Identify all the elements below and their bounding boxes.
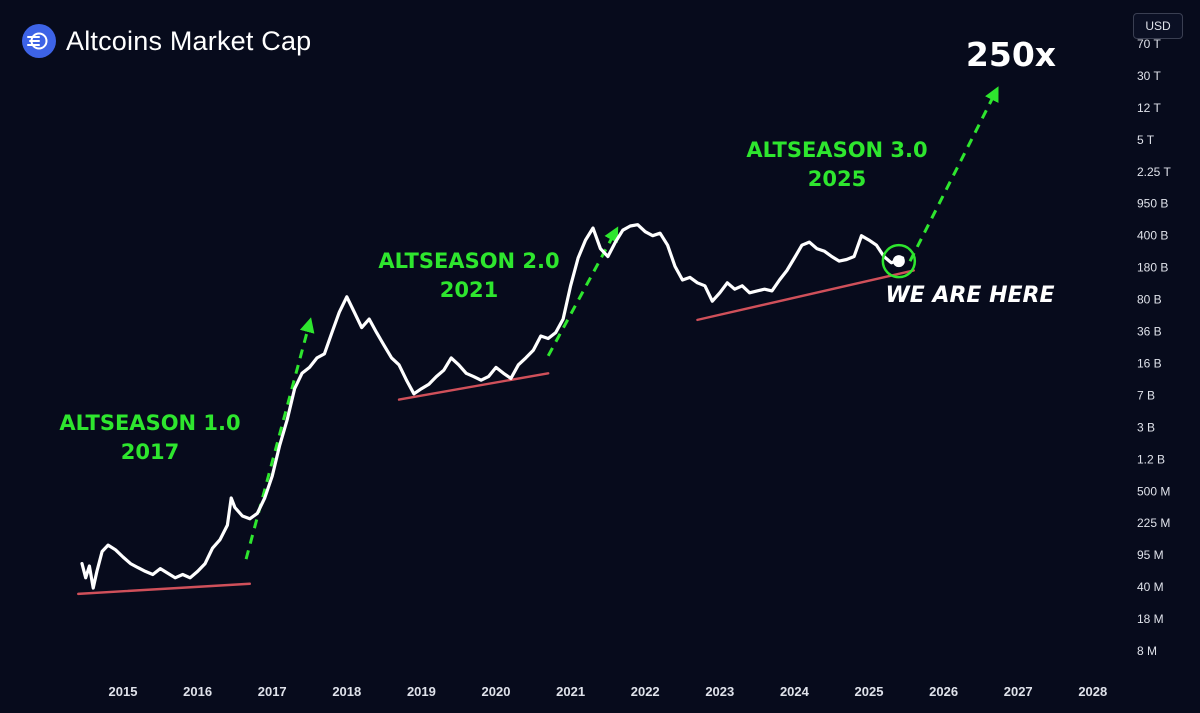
x-tick-label: 2019 — [407, 684, 436, 699]
y-tick-label: 5 T — [1137, 133, 1155, 147]
y-tick-label: 80 B — [1137, 293, 1162, 307]
x-tick-label: 2016 — [183, 684, 212, 699]
x-axis: 2015 2016 2017 2018 2019 2020 2021 2022 2023 2024… — [109, 684, 1108, 699]
x-tick-label: 2027 — [1004, 684, 1033, 699]
y-tick-label: 225 M — [1137, 516, 1170, 530]
y-tick-label: 40 M — [1137, 580, 1164, 594]
annotation-label: 250x — [966, 35, 1056, 74]
y-axis: 70 T 30 T 12 T 5 T 2.25 T 950 B 400 B 180 B 80 B… — [1137, 37, 1171, 658]
y-tick-label: 500 M — [1137, 484, 1170, 498]
annotation-year: 2021 — [440, 278, 498, 302]
chart-header: Altcoins Market Cap — [22, 24, 311, 58]
y-tick-label: 1.2 B — [1137, 452, 1165, 466]
annotation-year: 2017 — [121, 440, 179, 464]
y-tick-label: 7 B — [1137, 388, 1155, 402]
market-cap-series-line — [80, 223, 905, 590]
y-tick-label: 2.25 T — [1137, 165, 1171, 179]
y-tick-label: 70 T — [1137, 37, 1161, 51]
support-trendline — [77, 582, 252, 596]
altcoin-logo-icon — [22, 24, 56, 58]
current-position-marker — [881, 243, 917, 279]
y-tick-label: 95 M — [1137, 548, 1164, 562]
annotation-label: ALTSEASON 1.0 — [59, 411, 240, 435]
y-tick-label: 36 B — [1137, 325, 1162, 339]
y-tick-label: 8 M — [1137, 644, 1157, 658]
x-tick-label: 2028 — [1078, 684, 1107, 699]
annotations: ALTSEASON 1.0 2017 ALTSEASON 2.0 2021 ALTSEA… — [59, 35, 1056, 464]
x-tick-label: 2015 — [109, 684, 138, 699]
x-tick-label: 2023 — [705, 684, 734, 699]
annotation-label: ALTSEASON 2.0 — [378, 249, 559, 273]
annotation-year: 2025 — [808, 167, 866, 191]
y-tick-label: 400 B — [1137, 229, 1168, 243]
current-position-dot — [892, 255, 905, 268]
y-tick-label: 18 M — [1137, 612, 1164, 626]
projection-arrow — [244, 317, 315, 560]
x-tick-label: 2025 — [855, 684, 884, 699]
y-tick-label: 16 B — [1137, 356, 1162, 370]
annotation-label: WE ARE HERE — [885, 283, 1054, 308]
y-tick-label: 12 T — [1137, 101, 1161, 115]
support-trendline — [696, 269, 915, 322]
annotation-label: ALTSEASON 3.0 — [746, 138, 927, 162]
support-trendline — [397, 372, 550, 401]
currency-selector[interactable]: USD — [1133, 13, 1183, 39]
x-tick-label: 2018 — [332, 684, 361, 699]
x-tick-label: 2026 — [929, 684, 958, 699]
y-tick-label: 180 B — [1137, 261, 1168, 275]
x-tick-label: 2020 — [482, 684, 511, 699]
y-tick-label: 950 B — [1137, 197, 1168, 211]
support-lines — [77, 269, 915, 596]
projection-arrow — [908, 86, 999, 262]
current-position-ring — [881, 243, 917, 279]
y-tick-label: 30 T — [1137, 69, 1161, 83]
x-tick-label: 2022 — [631, 684, 660, 699]
x-tick-label: 2017 — [258, 684, 287, 699]
page-title: Altcoins Market Cap — [66, 25, 312, 56]
x-tick-label: 2021 — [556, 684, 585, 699]
y-tick-label: 3 B — [1137, 420, 1155, 434]
x-tick-label: 2024 — [780, 684, 810, 699]
